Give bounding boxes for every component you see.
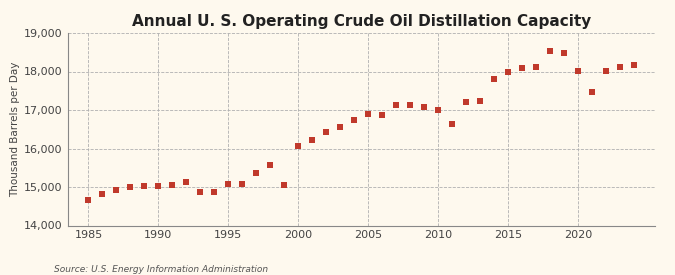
Point [516,65,527,70]
Point [251,171,262,175]
Point [111,188,122,192]
Point [97,191,108,196]
Point [223,182,234,186]
Point [391,103,402,107]
Point [335,125,346,129]
Point [587,90,597,95]
Point [362,112,373,116]
Point [614,65,625,70]
Point [502,70,513,75]
Point [404,103,415,107]
Point [139,184,150,188]
Point [531,65,541,70]
Point [475,98,485,103]
Point [377,113,387,117]
Point [167,183,178,187]
Point [601,69,612,73]
Point [265,163,275,167]
Point [433,108,443,112]
Title: Annual U. S. Operating Crude Oil Distillation Capacity: Annual U. S. Operating Crude Oil Distill… [132,14,591,29]
Point [349,118,360,123]
Point [83,198,94,203]
Point [195,190,206,194]
Y-axis label: Thousand Barrels per Day: Thousand Barrels per Day [10,62,20,197]
Point [306,138,317,142]
Point [237,182,248,186]
Point [209,190,220,194]
Point [558,50,569,55]
Point [572,68,583,73]
Text: Source: U.S. Energy Information Administration: Source: U.S. Energy Information Administ… [54,265,268,274]
Point [293,144,304,148]
Point [181,180,192,185]
Point [545,49,556,54]
Point [447,122,458,126]
Point [489,77,500,81]
Point [321,130,331,134]
Point [125,185,136,189]
Point [279,183,290,188]
Point [628,62,639,67]
Point [418,104,429,109]
Point [460,100,471,104]
Point [153,184,164,188]
